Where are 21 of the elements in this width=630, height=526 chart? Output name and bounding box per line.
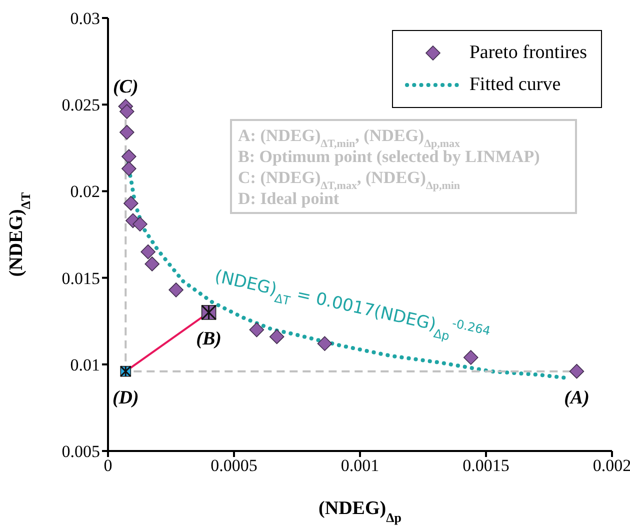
y-tick-label: 0.03 — [70, 9, 100, 28]
x-axis-title: (NDEG)$_{Δp}$ — [318, 498, 402, 524]
y-tick-label: 0.005 — [62, 442, 100, 462]
annotation: (D) — [112, 387, 139, 408]
y-tick-label: 0.025 — [62, 96, 100, 115]
y-tick-label: 0.02 — [70, 182, 100, 202]
x-tick-label: 0.0005 — [210, 456, 258, 476]
annotation: C: (NDEG)$_{ΔT,max}$, (NDEG)$_{Δp,min}$ — [238, 168, 460, 192]
annotation: (A) — [564, 387, 590, 408]
x-tick-label: 0.001 — [340, 456, 380, 476]
legend-label: Pareto frontires — [469, 42, 587, 64]
annotation: D: Ideal point — [238, 189, 340, 208]
y-tick-label: 0.01 — [70, 355, 100, 374]
annotation: A: (NDEG)$_{ΔT,min}$, (NDEG)$_{Δp,max}$ — [238, 126, 461, 150]
y-tick-label: 0.015 — [62, 268, 100, 288]
x-tick-label: 0.0015 — [462, 456, 510, 476]
x-tick-label: 0 — [104, 456, 112, 476]
annotation: (C) — [112, 76, 138, 98]
legend-label: Fitted curve — [469, 74, 561, 96]
x-tick-label: 0.002 — [592, 456, 630, 476]
annotation: (B) — [196, 328, 222, 350]
